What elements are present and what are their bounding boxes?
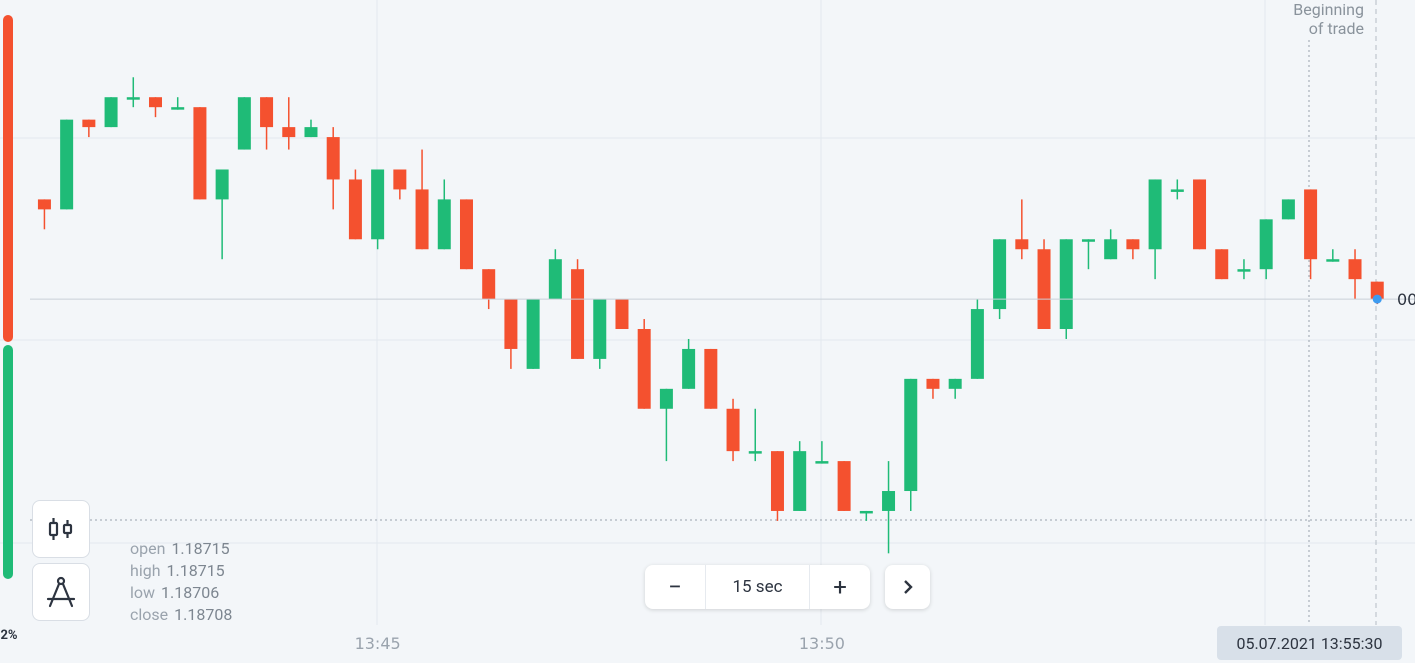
candle-body bbox=[904, 378, 918, 492]
candle-body bbox=[1348, 259, 1362, 280]
candle-body bbox=[1304, 189, 1318, 260]
candle-body bbox=[1104, 239, 1118, 260]
candle-body bbox=[148, 97, 162, 108]
candle-body bbox=[415, 189, 429, 250]
label-line: of trade bbox=[1308, 19, 1364, 38]
ratio-percent: 32% bbox=[0, 628, 18, 643]
candle-body bbox=[260, 97, 274, 128]
candle-body bbox=[948, 378, 962, 389]
candle-body bbox=[1259, 219, 1273, 270]
cursor-time: 05.07.2021 13:55:30 bbox=[1217, 626, 1402, 660]
candle-body bbox=[371, 169, 385, 240]
grid bbox=[0, 0, 1415, 625]
candle-body bbox=[237, 97, 251, 150]
ohlc-row: open 1.18715 bbox=[130, 538, 232, 560]
candle-body bbox=[459, 199, 473, 270]
candle-body bbox=[1037, 249, 1051, 330]
candle-body bbox=[326, 137, 340, 180]
candle-body bbox=[548, 259, 562, 300]
candle-body bbox=[770, 451, 784, 511]
ohlc-row: high 1.18715 bbox=[130, 560, 232, 582]
ohlc-panel: open 1.18715 high 1.18715 low 1.18706 close 1.1… bbox=[130, 538, 232, 626]
zoom-in-button[interactable]: + bbox=[833, 573, 847, 601]
drawing-tools-button[interactable] bbox=[32, 563, 90, 621]
plot: 13:45 13:50 00 bbox=[30, 77, 1415, 653]
ohlc-label: open bbox=[130, 539, 166, 558]
scroll-right-button[interactable] bbox=[885, 565, 930, 609]
candle-body bbox=[348, 179, 362, 240]
current-price-dot bbox=[1372, 294, 1382, 304]
buy-ratio-bar bbox=[3, 345, 13, 579]
candle-body bbox=[437, 199, 451, 250]
x-tick-label: 13:50 bbox=[799, 634, 845, 653]
candle-body bbox=[304, 127, 318, 138]
candle-body bbox=[837, 461, 851, 511]
candle-body bbox=[615, 299, 629, 330]
candle-body bbox=[659, 388, 673, 409]
candle-icon bbox=[48, 518, 73, 540]
candle-body bbox=[993, 239, 1007, 310]
candle-body bbox=[193, 107, 207, 200]
candle-body bbox=[393, 169, 407, 190]
candle-body bbox=[171, 107, 185, 110]
ohlc-label: high bbox=[130, 561, 161, 580]
ohlc-row: close 1.18708 bbox=[130, 604, 232, 626]
candle-body bbox=[926, 378, 940, 389]
candle-body bbox=[1193, 179, 1207, 250]
candle-body bbox=[726, 408, 740, 452]
trade-start-label: Beginning of trade bbox=[1293, 0, 1364, 38]
chart-type-button[interactable] bbox=[32, 500, 90, 558]
candle-body bbox=[1126, 239, 1140, 250]
candle-body bbox=[104, 97, 118, 128]
candle-body bbox=[1015, 239, 1029, 250]
candle-body bbox=[215, 169, 229, 200]
candle-body bbox=[571, 269, 585, 359]
candle-body bbox=[1370, 281, 1384, 300]
candle-body bbox=[282, 127, 296, 138]
candle-body bbox=[1326, 259, 1340, 262]
candle-body bbox=[1237, 269, 1251, 272]
candle-body bbox=[704, 348, 718, 409]
chevron-icon bbox=[903, 580, 913, 594]
ohlc-row: low 1.18706 bbox=[130, 582, 232, 604]
candle-body bbox=[593, 299, 607, 359]
candle-body bbox=[859, 510, 873, 514]
compass-icon bbox=[46, 576, 76, 608]
ohlc-value: 1.18715 bbox=[166, 561, 225, 580]
candle-body bbox=[748, 451, 762, 454]
candle-body bbox=[682, 348, 696, 389]
interval-label[interactable]: 15 sec bbox=[705, 565, 810, 609]
ohlc-value: 1.18715 bbox=[171, 539, 230, 558]
candle-body bbox=[637, 329, 651, 409]
candle-body bbox=[815, 461, 829, 464]
current-price-label: 00 bbox=[1397, 290, 1415, 309]
ohlc-label: close bbox=[130, 605, 169, 624]
candle-body bbox=[126, 97, 140, 100]
candle-body bbox=[1281, 199, 1295, 220]
candle-body bbox=[1081, 239, 1095, 242]
ohlc-label: low bbox=[130, 583, 156, 602]
candle-body bbox=[882, 491, 896, 511]
candle-body bbox=[526, 299, 540, 369]
zoom-out-button[interactable]: − bbox=[668, 573, 682, 601]
candle-body bbox=[1215, 249, 1229, 280]
candle-body bbox=[793, 451, 807, 511]
candle-body bbox=[60, 119, 74, 210]
sell-ratio-bar bbox=[3, 15, 13, 342]
candle-body bbox=[482, 269, 496, 300]
ohlc-value: 1.18708 bbox=[174, 605, 233, 624]
ohlc-value: 1.18706 bbox=[161, 583, 220, 602]
candle-body bbox=[504, 299, 518, 349]
candle-body bbox=[970, 309, 984, 379]
candle-body bbox=[82, 119, 96, 128]
candle-body bbox=[1148, 179, 1162, 250]
candle-body bbox=[1059, 239, 1073, 330]
label-line: Beginning bbox=[1293, 0, 1364, 19]
zoom-control: − 15 sec + bbox=[645, 565, 870, 609]
candle-body bbox=[37, 199, 51, 210]
candle-body bbox=[1170, 189, 1184, 192]
x-tick-label: 13:45 bbox=[355, 634, 401, 653]
